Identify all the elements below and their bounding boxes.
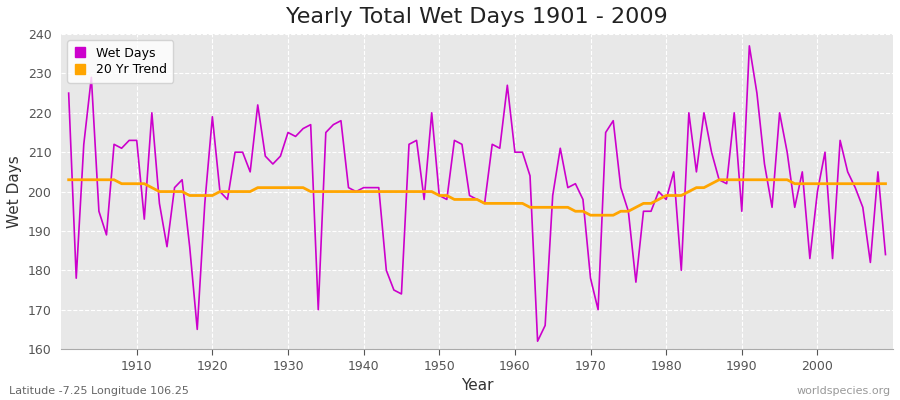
Wet Days [290,134,301,139]
Wet Days [124,138,135,143]
Line: 20 Yr Trend: 20 Yr Trend [68,180,886,215]
20 Yr Trend [336,189,346,194]
20 Yr Trend [880,181,891,186]
Wet Days [744,44,755,48]
Wet Days [532,339,543,344]
Legend: Wet Days, 20 Yr Trend: Wet Days, 20 Yr Trend [68,40,174,82]
Wet Days [509,150,520,154]
20 Yr Trend [290,185,301,190]
20 Yr Trend [124,181,135,186]
Wet Days [608,118,618,123]
Text: Latitude -7.25 Longitude 106.25: Latitude -7.25 Longitude 106.25 [9,386,189,396]
Wet Days [336,118,346,123]
Text: worldspecies.org: worldspecies.org [796,386,891,396]
20 Yr Trend [585,213,596,218]
20 Yr Trend [502,201,513,206]
20 Yr Trend [63,177,74,182]
Y-axis label: Wet Days: Wet Days [7,155,22,228]
20 Yr Trend [509,201,520,206]
Line: Wet Days: Wet Days [68,46,886,341]
20 Yr Trend [608,213,618,218]
Wet Days [502,83,513,88]
Wet Days [63,91,74,96]
X-axis label: Year: Year [461,378,493,393]
Title: Yearly Total Wet Days 1901 - 2009: Yearly Total Wet Days 1901 - 2009 [286,7,668,27]
Wet Days [880,252,891,257]
